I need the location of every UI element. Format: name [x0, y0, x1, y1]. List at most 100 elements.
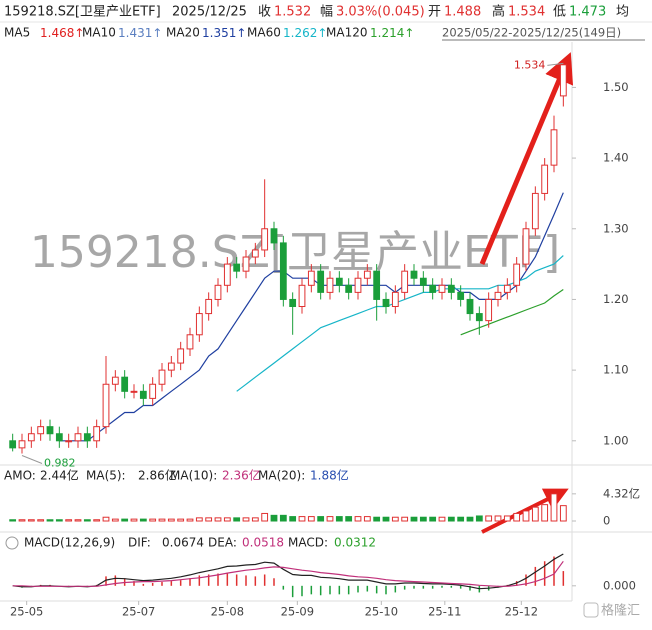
y-tick-label: 1.50 — [603, 80, 629, 94]
volume-bar — [298, 516, 306, 522]
candle-body — [335, 277, 343, 286]
volume-bar — [513, 512, 521, 522]
extreme-label: 0.982 — [44, 457, 76, 470]
volume-bar — [531, 506, 539, 522]
legend-name: MA(20): — [258, 469, 305, 483]
volume-bar — [18, 519, 26, 522]
volume-bar — [550, 493, 558, 522]
ma-name: MA5 — [4, 26, 30, 40]
candle-body — [270, 228, 278, 244]
candle-body — [354, 277, 362, 293]
volume-bar — [307, 516, 315, 522]
ma-number: 1.262 — [283, 26, 317, 40]
candle-body — [130, 390, 138, 393]
ma-arrow: ↑ — [317, 26, 327, 40]
candle-body — [438, 284, 446, 293]
volume-bar — [354, 516, 362, 522]
candle-body — [550, 129, 558, 166]
candle-body — [401, 270, 409, 293]
candle-body — [242, 256, 250, 272]
volume-bar — [429, 516, 437, 522]
legend-value: 2.36亿 — [222, 468, 261, 483]
header-field: 159218.SZ[卫星产业ETF] — [4, 5, 161, 20]
header-field: 开 — [428, 5, 441, 20]
volume-bar — [242, 517, 250, 522]
ma-name: MA10 — [82, 26, 116, 40]
legend-name: MA(10): — [170, 469, 217, 483]
candle-body — [531, 192, 539, 230]
volume-bar — [177, 518, 185, 522]
volume-bar — [522, 510, 530, 522]
header-field: 1.532 — [274, 5, 311, 20]
candle-body — [167, 362, 175, 371]
y-tick-label: 4.32亿 — [603, 486, 640, 500]
volume-bar — [121, 518, 129, 522]
macd-line — [12, 553, 564, 590]
volume-bar — [485, 515, 493, 522]
range-picker[interactable]: 2025/05/22-2025/12/25(149日) — [442, 26, 645, 41]
volume-bar — [261, 512, 269, 522]
candle-body — [65, 440, 73, 443]
header-field: 3.03%(0.045) — [336, 5, 425, 20]
ma-arrow: ↑ — [74, 26, 84, 40]
volume-bar — [438, 516, 446, 522]
volume-bar — [93, 519, 101, 522]
y-tick-label: 1.10 — [603, 363, 629, 377]
candle-body — [261, 228, 269, 251]
candle-body — [447, 284, 455, 293]
header-field: 1.488 — [444, 5, 481, 20]
ma-value: 1.262↑ — [283, 26, 327, 40]
legend-name: DEA: — [208, 536, 237, 550]
logo-icon — [583, 602, 599, 618]
candle-body — [522, 228, 530, 265]
volume-bar — [494, 515, 502, 522]
legend-name: MACD: — [288, 536, 328, 550]
volume-bar — [186, 518, 194, 522]
ma-arrow: ↑ — [404, 26, 414, 40]
legend-value: 0.0674 — [162, 536, 204, 550]
volume-bar — [447, 516, 455, 522]
candle-body — [373, 270, 381, 300]
candle-body — [205, 298, 213, 315]
header-field: 均 — [616, 5, 629, 20]
watermark: 159218.SZ[卫星产业ETF] — [30, 227, 560, 278]
volume-bar — [335, 516, 343, 522]
volume-bar — [27, 519, 35, 522]
candle-body — [93, 426, 101, 442]
volume-bar — [363, 516, 371, 522]
candle-body — [289, 298, 297, 308]
ma-arrow: ↑ — [236, 26, 246, 40]
legend-name: DIF: — [128, 536, 151, 550]
volume-bar — [195, 517, 203, 522]
volume-bar — [55, 519, 63, 522]
header-field: 幅 — [320, 5, 333, 20]
candle-body — [298, 284, 306, 308]
header-field: 高 — [492, 4, 505, 20]
x-tick-label: 25-09 — [281, 605, 314, 619]
candle-body — [494, 291, 502, 300]
candle-body — [429, 284, 437, 293]
candle-body — [186, 334, 194, 350]
candle-body — [46, 426, 54, 435]
legend-value: 0.0518 — [242, 536, 284, 550]
volume-bar — [373, 516, 381, 522]
header-field: 1.534 — [508, 5, 545, 20]
ma-line — [460, 289, 564, 336]
volume-bar — [345, 516, 353, 522]
candle-body — [83, 433, 91, 442]
range-label[interactable]: 2025/05/22-2025/12/25(149日) — [442, 26, 621, 40]
candle-body — [382, 298, 390, 308]
volume-bar — [466, 516, 474, 522]
volume-bar — [410, 516, 418, 522]
help-icon[interactable] — [5, 536, 19, 550]
header-field: 2025/12/25 — [172, 5, 247, 20]
volume-bar — [541, 504, 549, 522]
volume-bar — [251, 517, 259, 522]
macd-line — [12, 560, 564, 587]
candle-body — [410, 270, 418, 279]
y-tick-label: 1.00 — [603, 433, 629, 447]
candle-body — [363, 270, 371, 279]
legend-name: AMO: — [4, 469, 36, 483]
